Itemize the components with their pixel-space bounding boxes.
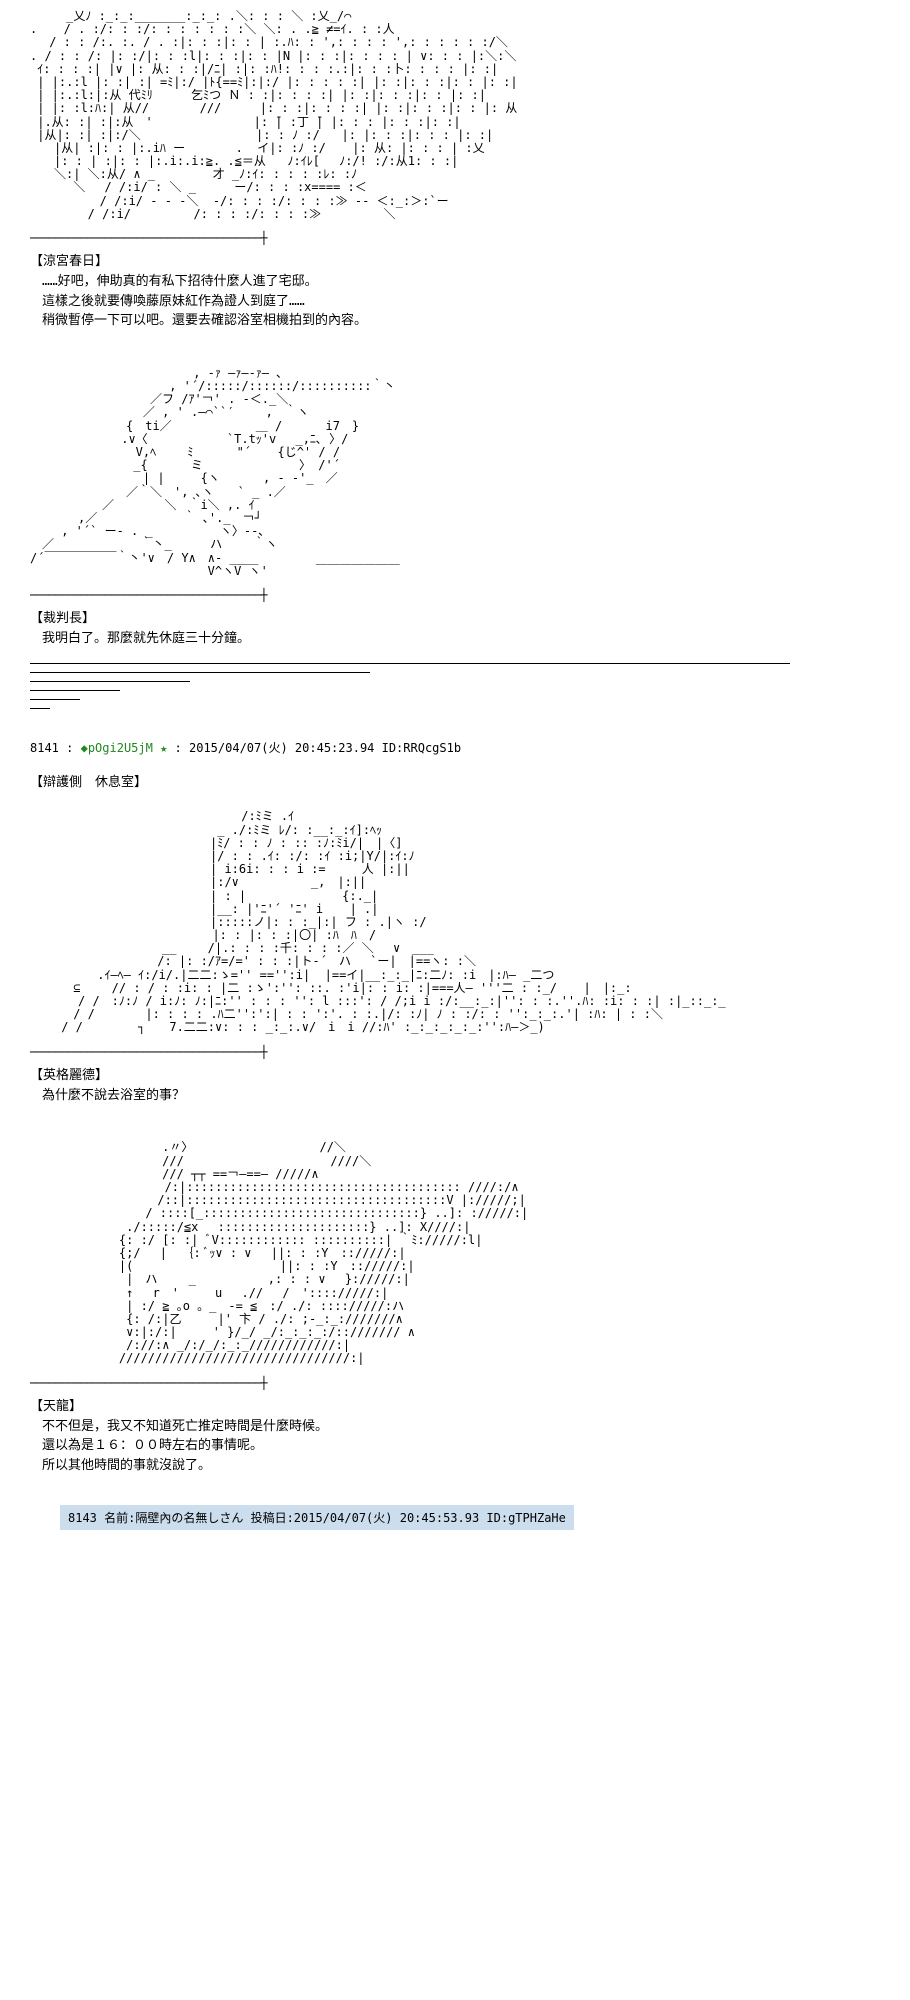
divider-bottom: ─────────────────────────────────────┼ bbox=[30, 231, 880, 245]
dialogue-ingrid-1: 為什麼不說去浴室的事？ bbox=[42, 1086, 880, 1106]
dialogue-haruhi-2: 這樣之後就要傳喚藤原妹紅作為證人到庭了…… bbox=[42, 292, 880, 312]
dialogue-tenryuu-2: 還以為是１６：００時左右的事情呢。 bbox=[42, 1436, 880, 1456]
post-num: 8141 bbox=[30, 741, 59, 755]
speaker-judge: 【裁判長】 bbox=[30, 607, 880, 626]
dialogue-tenryuu-1: 不不但是，我又不知道死亡推定時間是什麼時候。 bbox=[42, 1417, 880, 1437]
quote-block: 8143 名前:隔壁內の名無しさん 投稿日:2015/04/07(火) 20:4… bbox=[60, 1505, 574, 1530]
scene-label: 【辯護側 休息室】 bbox=[30, 771, 880, 790]
ascii-art-tenryuu: .〃〉 //＼ /// ////＼ /// ┬┬ ==￢―==― /////∧ … bbox=[30, 1115, 880, 1366]
dialogue-haruhi-3: 稍微暫停一下可以吧。還要去確認浴室相機拍到的內容。 bbox=[42, 311, 880, 331]
dialogue-judge-1: 我明白了。那麼就先休庭三十分鐘。 bbox=[42, 629, 880, 649]
section-break bbox=[30, 663, 880, 709]
divider-bottom: ─────────────────────────────────────┼ bbox=[30, 588, 880, 602]
dialogue-tenryuu-3: 所以其他時間的事就沒說了。 bbox=[42, 1456, 880, 1476]
post-sep: : bbox=[66, 741, 73, 755]
ascii-art-judge: , ‐ｧ ―ｧ―‐ｧ― ､ , '´/:::::/::::::/::::::::… bbox=[30, 341, 880, 578]
ascii-art-haruhi: _乂ﾉ :_:_:_______:_:_: .＼: : : ＼ :乂_/⌒ . … bbox=[30, 10, 880, 221]
post-trip: ◆pOgi2U5jM ★ bbox=[81, 741, 168, 755]
divider-bottom: ─────────────────────────────────────┼ bbox=[30, 1045, 880, 1059]
ascii-art-ingrid: /:ﾐミ .ｲ _ ./:ﾐミ ﾚ/: :__:_:ｲ]:ﾍｯ |ﾐ/ : : … bbox=[30, 810, 880, 1034]
post-date: : 2015/04/07(火) 20:45:23.94 ID:RRQcgS1b bbox=[175, 741, 462, 755]
dialogue-haruhi-1: ……好吧，伸助真的有私下招待什麼人進了宅邸。 bbox=[42, 272, 880, 292]
speaker-haruhi: 【涼宮春日】 bbox=[30, 250, 880, 269]
speaker-tenryuu: 【天龍】 bbox=[30, 1395, 880, 1414]
speaker-ingrid: 【英格麗德】 bbox=[30, 1064, 880, 1083]
divider-bottom: ─────────────────────────────────────┼ bbox=[30, 1376, 880, 1390]
post-header: 8141 : ◆pOgi2U5jM ★ : 2015/04/07(火) 20:4… bbox=[30, 739, 880, 756]
